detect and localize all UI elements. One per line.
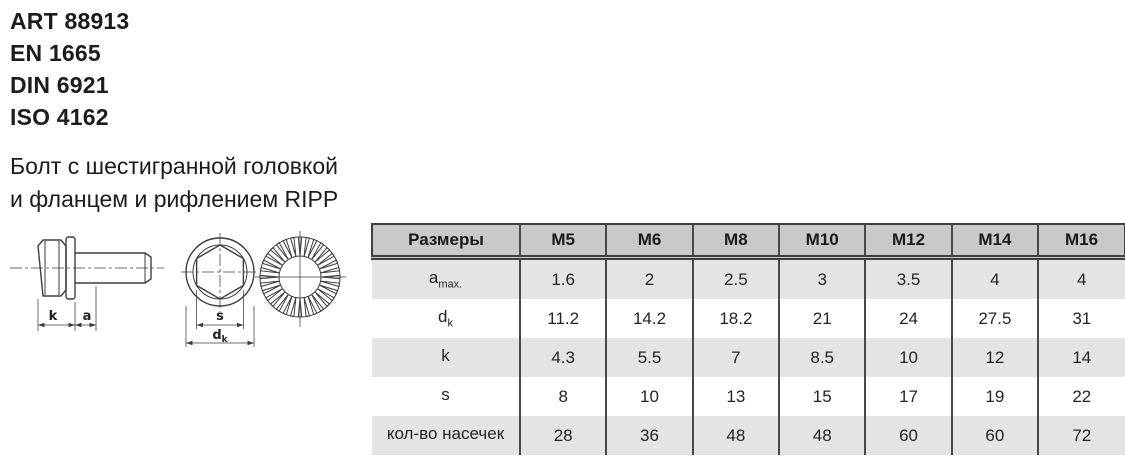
standard-iso: ISO 4162 [10,104,109,130]
description-line-1: Болт с шестигранной головкой [10,153,338,179]
table-row-s: s 8 10 13 15 17 19 22 [372,377,1125,416]
ripp-serration-drawing [255,231,346,327]
table-cell: 4 [1037,257,1125,299]
row-label: dk [438,307,453,330]
row-label: k [441,346,450,366]
column-header-m14: M14 [950,223,1039,260]
table-cell: 2.5 [691,257,780,299]
row-label: amax. [428,268,463,291]
table-cell: 1.6 [518,257,607,299]
table-cell: 72 [1037,416,1125,455]
table-cell: 10 [605,377,693,416]
table-cell: 14 [1037,338,1125,377]
table-cell: 11.2 [518,299,607,338]
table-cell: 3.5 [864,257,952,299]
table-cell: 22 [1037,377,1125,416]
table-row-notch-count: кол-во насечек 28 36 48 48 60 60 72 [372,416,1125,455]
dimension-label-a: a [83,309,92,324]
standard-din: DIN 6921 [10,72,109,98]
table-row-k: k 4.3 5.5 7 8.5 10 12 14 [372,338,1125,377]
table-cell: 31 [1037,299,1125,338]
row-label: кол-во насечек [386,424,505,444]
table-cell: 18.2 [691,299,780,338]
header-sizes: Размеры [371,223,520,260]
column-header-m16: M16 [1037,223,1125,260]
description-line-2: и фланцем и рифлением RIPP [10,186,339,212]
table-cell: 21 [778,299,866,338]
column-header-m10: M10 [778,223,866,260]
table-row-dk: dk 11.2 14.2 18.2 21 24 27.5 31 [372,299,1125,338]
table-cell: 60 [950,416,1039,455]
table-cell: 5.5 [605,338,693,377]
table-cell: 7 [691,338,780,377]
table-cell: 24 [864,299,952,338]
dimension-label-s: s [216,309,224,324]
table-cell: 12 [950,338,1039,377]
table-cell: 48 [778,416,866,455]
table-cell: 48 [691,416,780,455]
column-header-m12: M12 [864,223,952,260]
bolt-side-view-drawing: k a [10,236,164,331]
table-cell: 19 [950,377,1039,416]
table-cell: 14.2 [605,299,693,338]
standards-block: ART 88913 EN 1665 DIN 6921 ISO 4162 [10,5,129,133]
table-cell: 17 [864,377,952,416]
table-row-a-max: amax. 1.6 2 2.5 3 3.5 4 4 [372,257,1125,299]
dimensions-table: Размеры M5 M6 M8 M10 M12 M14 M16 amax. 1… [371,223,1125,455]
standard-en: EN 1665 [10,40,101,66]
table-header-row: Размеры M5 M6 M8 M10 M12 M14 M16 [371,223,1125,260]
table-cell: 36 [605,416,693,455]
table-cell: 4 [950,257,1039,299]
table-cell: 8 [518,377,607,416]
table-cell: 10 [864,338,952,377]
column-header-m6: M6 [605,223,693,260]
table-cell: 27.5 [950,299,1039,338]
dimension-label-k: k [49,309,58,324]
column-header-m8: M8 [691,223,780,260]
table-cell: 15 [778,377,866,416]
product-description: Болт с шестигранной головкой и фланцем и… [10,150,338,216]
table-cell: 2 [605,257,693,299]
table-cell: 4.3 [518,338,607,377]
dimension-label-dk: dk [212,328,228,345]
row-label: s [441,385,450,405]
table-cell: 8.5 [778,338,866,377]
table-cell: 28 [518,416,607,455]
bolt-head-top-view-drawing: s dk [181,233,259,347]
table-cell: 3 [778,257,866,299]
column-header-m5: M5 [518,223,607,260]
table-cell: 60 [864,416,952,455]
table-cell: 13 [691,377,780,416]
standard-art: ART 88913 [10,8,130,34]
